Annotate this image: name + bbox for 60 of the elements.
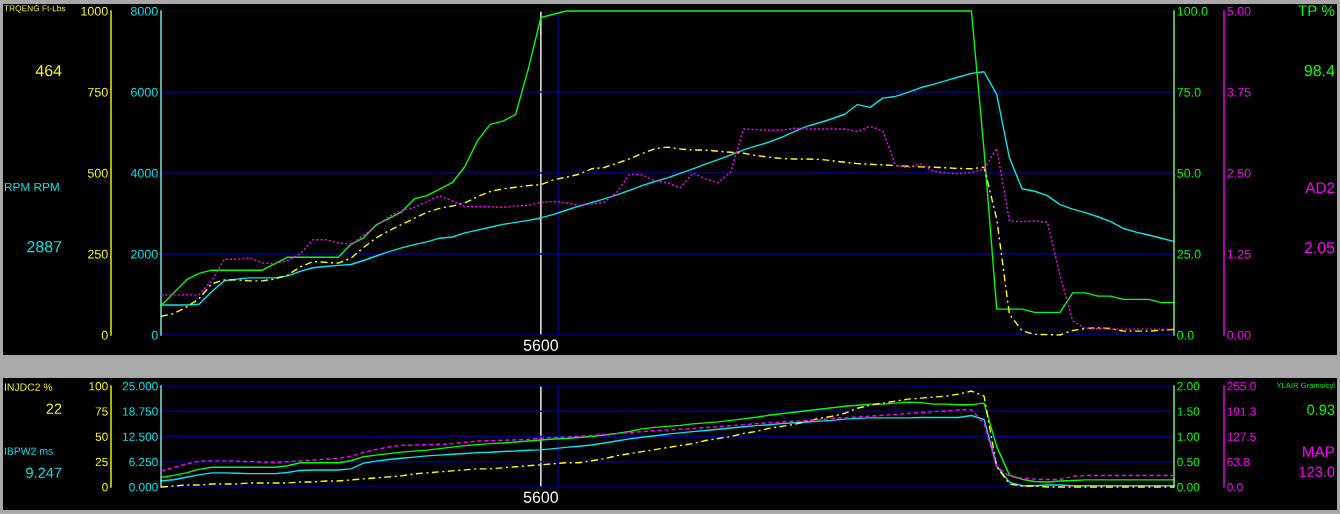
y-tick-label: 0.000: [129, 483, 158, 492]
y-tick-label: 1.25: [1227, 249, 1251, 259]
text: 22: [46, 403, 62, 414]
y2-tick-label: 1.00: [1177, 432, 1200, 441]
y-tick-label: 3.75: [1227, 87, 1251, 97]
y3-tick-label: 50: [95, 432, 108, 441]
y2-tick-label: 0.0: [1177, 330, 1194, 340]
y-tick-label: 191.3: [1227, 407, 1256, 416]
y3-tick-label: 500: [87, 168, 108, 178]
y2-tick-label: 2.00: [1177, 382, 1200, 391]
y-tick-label: 0.00: [1227, 330, 1251, 340]
y-tick-label: 255.0: [1227, 382, 1256, 391]
y2-tick-label: 100.0: [1177, 6, 1208, 16]
y-tick-label: 0.0: [1227, 483, 1243, 492]
text: 2887: [27, 240, 62, 253]
y-tick-label: 18.750: [123, 407, 158, 416]
y2-tick-label: 0.00: [1177, 483, 1200, 492]
text: 123.0: [1299, 466, 1335, 477]
y3-tick-label: 250: [88, 249, 108, 259]
y3-axis-title: TRQENG Ft-Lbs: [4, 5, 66, 13]
x-tick-label: 5600: [523, 339, 559, 351]
y2-axis-title: TP %: [1298, 5, 1335, 17]
y3-axis-title: INJDC2 %: [4, 383, 53, 391]
y2-tick-label: 50.0: [1177, 168, 1201, 178]
y-tick-label: 0: [151, 330, 158, 340]
line-series: [160, 71, 1175, 306]
text: 464: [35, 64, 62, 77]
y-tick-label: 2000: [131, 249, 158, 259]
text: 98.4: [1304, 64, 1335, 77]
y-tick-label: 2.50: [1227, 168, 1251, 178]
y-axis-title: IBPW2 ms: [4, 447, 53, 455]
line-series: [160, 10, 1175, 314]
text: 0.93: [1307, 404, 1335, 415]
text: 9.247: [26, 467, 62, 478]
y3-tick-label: 25: [95, 457, 108, 467]
y3-tick-label: 75: [95, 407, 108, 416]
y-tick-label: 25.000: [122, 382, 158, 391]
y2-tick-label: 25.0: [1177, 249, 1201, 259]
y-tick-label: 12.500: [123, 432, 158, 441]
y2-tick-label: 0.50: [1177, 457, 1200, 467]
x-tick-label: 5600: [523, 491, 559, 503]
y-tick-label: 4000: [130, 168, 158, 178]
y2-tick-label: 75.0: [1177, 87, 1201, 97]
y-axis-title: RPM RPM: [4, 182, 59, 192]
y3-tick-label: 0: [102, 483, 108, 492]
line-series: [160, 390, 1175, 488]
y3-tick-label: 100: [89, 382, 108, 391]
y3-tick-label: 1000: [81, 6, 108, 16]
y-tick-label: 5.00: [1227, 6, 1251, 16]
y-tick-label: 63.8: [1227, 457, 1250, 467]
y-tick-label: 6.250: [129, 457, 158, 467]
y-tick-label: 8000: [130, 6, 158, 16]
y3-tick-label: 750: [88, 87, 108, 97]
y-tick-label: 127.5: [1227, 432, 1256, 441]
text: 2.05: [1304, 241, 1335, 254]
y-tick-label: 6000: [131, 87, 158, 97]
y-axis-title: AD2: [1305, 182, 1335, 193]
y3-tick-label: 0: [101, 330, 108, 340]
y2-tick-label: 1.50: [1177, 407, 1200, 416]
y-axis-title: MAP: [1303, 446, 1335, 457]
